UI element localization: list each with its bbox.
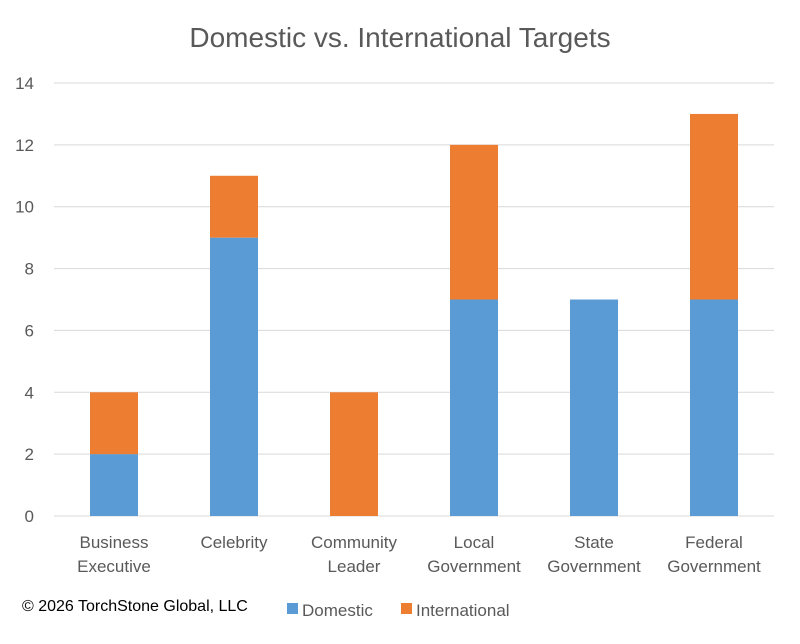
copyright-notice: © 2026 TorchStone Global, LLC bbox=[22, 598, 248, 615]
y-tick-label: 6 bbox=[25, 321, 34, 340]
x-category-label: Government bbox=[547, 557, 641, 576]
y-tick-label: 8 bbox=[25, 260, 34, 279]
y-tick-label: 0 bbox=[25, 507, 34, 526]
legend-swatch-domestic bbox=[287, 603, 298, 614]
bar-domestic-3 bbox=[450, 299, 498, 516]
legend-label-domestic: Domestic bbox=[302, 601, 373, 620]
legend-swatch-international bbox=[401, 603, 412, 614]
bar-domestic-1 bbox=[210, 237, 258, 516]
y-tick-label: 14 bbox=[15, 74, 34, 93]
x-category-label: Executive bbox=[77, 557, 151, 576]
y-tick-label: 10 bbox=[15, 198, 34, 217]
x-category-label: Leader bbox=[328, 557, 381, 576]
x-category-label: Government bbox=[667, 557, 761, 576]
x-category-label: Federal bbox=[685, 533, 743, 552]
bar-international-5 bbox=[690, 113, 738, 300]
x-category-label: Government bbox=[427, 557, 521, 576]
bar-international-2 bbox=[330, 392, 378, 516]
x-category-label: Local bbox=[454, 533, 495, 552]
legend: Domestic International bbox=[287, 601, 510, 620]
gridlines bbox=[54, 82, 774, 517]
y-tick-label: 2 bbox=[25, 445, 34, 464]
x-category-label: State bbox=[574, 533, 614, 552]
y-axis-ticks: 0 2 4 6 8 10 12 14 bbox=[15, 74, 34, 526]
x-axis-categories: Business Executive Celebrity Community Leade… bbox=[77, 533, 761, 576]
bar-international-3 bbox=[450, 144, 498, 300]
x-category-label: Celebrity bbox=[200, 533, 268, 552]
x-category-label: Business bbox=[80, 533, 149, 552]
bar-domestic-0 bbox=[90, 454, 138, 516]
bar-international-1 bbox=[210, 175, 258, 238]
bar-international-0 bbox=[90, 392, 138, 455]
chart-title: Domestic vs. International Targets bbox=[189, 22, 610, 53]
legend-label-international: International bbox=[416, 601, 510, 620]
x-category-label: Community bbox=[311, 533, 397, 552]
bar-domestic-5 bbox=[690, 299, 738, 516]
y-tick-label: 4 bbox=[25, 383, 34, 402]
y-tick-label: 12 bbox=[15, 136, 34, 155]
bar-domestic-4 bbox=[570, 299, 618, 516]
bars bbox=[90, 113, 738, 516]
